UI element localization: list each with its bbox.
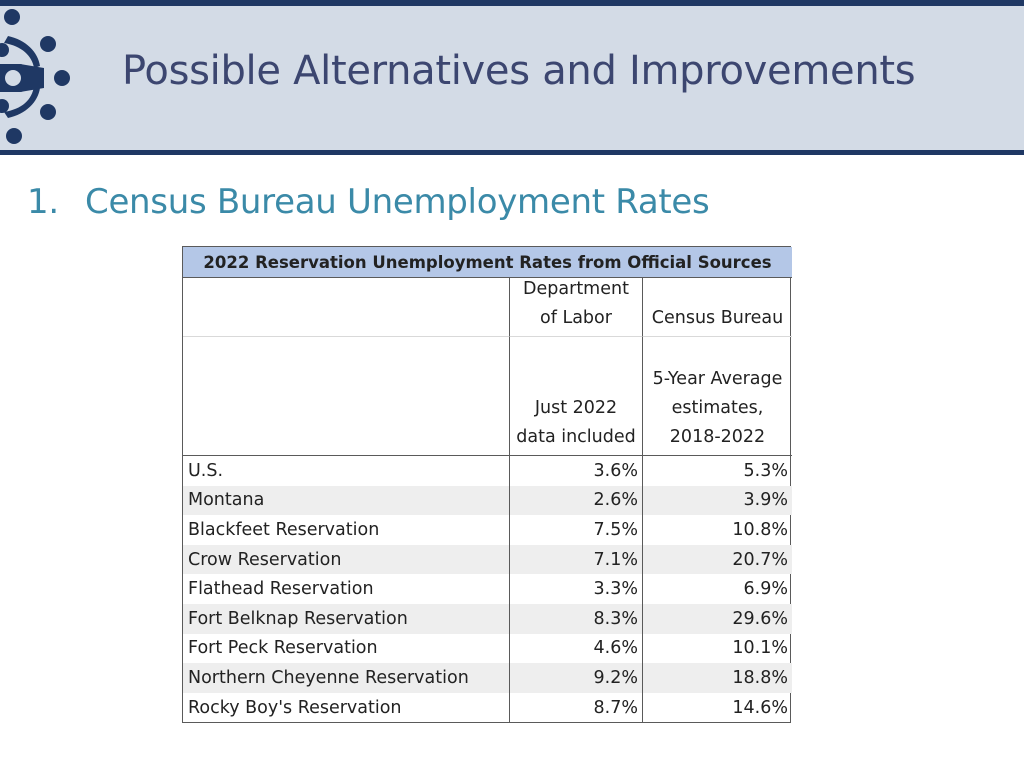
census-rate-cell: 14.6% xyxy=(732,697,788,718)
dol-subheader-line1: Just 2022 xyxy=(534,398,618,418)
census-column-header: Census Bureau xyxy=(643,278,792,337)
section-title: Census Bureau Unemployment Rates xyxy=(85,182,710,222)
census-rate-cell: 18.8% xyxy=(643,663,792,693)
census-header-line1: Census Bureau xyxy=(651,308,784,328)
dol-rate-cell: 3.3% xyxy=(510,574,643,604)
dol-rate-cell: 8.3% xyxy=(510,603,643,634)
header-rule xyxy=(0,150,1024,155)
dol-rate-cell: 7.5% xyxy=(510,515,643,545)
subheader-blank-cell xyxy=(183,337,510,456)
header-band xyxy=(0,6,1024,150)
dol-rate-cell: 9.2% xyxy=(510,663,643,693)
census-column-subheader: 5-Year Average estimates, 2018-2022 xyxy=(643,337,792,456)
dol-rate-cell: 3.6% xyxy=(510,456,643,486)
row-label: Flathead Reservation xyxy=(183,574,510,604)
organization-logo xyxy=(0,6,78,150)
dol-rate-cell: 4.6% xyxy=(510,633,643,664)
page-title: Possible Alternatives and Improvements xyxy=(122,48,916,94)
unemployment-table: 2022 Reservation Unemployment Rates from… xyxy=(182,246,792,724)
table-caption: 2022 Reservation Unemployment Rates from… xyxy=(183,247,792,278)
dol-column-header: Department of Labor xyxy=(510,278,643,337)
dol-rate-cell: 8.7% xyxy=(510,692,643,723)
dol-rate-cell: 7.1% xyxy=(510,544,643,575)
row-label: Fort Peck Reservation xyxy=(183,633,510,664)
census-rate-cell: 3.9% xyxy=(643,485,792,516)
row-label: U.S. xyxy=(183,456,510,486)
logo-graphic xyxy=(0,9,70,144)
census-subheader-line2: estimates, xyxy=(671,398,764,418)
census-rate-cell: 10.1% xyxy=(732,638,788,659)
dol-subheader-line2: data included xyxy=(516,427,636,447)
header-blank-cell xyxy=(183,278,510,337)
row-label: Fort Belknap Reservation xyxy=(183,603,510,634)
top-rule xyxy=(0,0,1024,6)
dol-header-line1: Department xyxy=(523,279,629,299)
census-subheader-line1: 5-Year Average xyxy=(652,369,783,389)
row-label: Northern Cheyenne Reservation xyxy=(183,663,510,693)
dol-header-line2: of Labor xyxy=(540,308,612,328)
dol-column-subheader: Just 2022 data included xyxy=(510,337,643,456)
row-label: Rocky Boy's Reservation xyxy=(183,692,510,723)
census-rate-cell: 10.8% xyxy=(732,519,788,540)
census-rate-cell: 6.9% xyxy=(743,579,788,600)
section-number: 1. xyxy=(27,182,59,222)
census-subheader-line3: 2018-2022 xyxy=(669,427,766,447)
section-heading: 1. Census Bureau Unemployment Rates xyxy=(27,182,710,222)
census-rate-cell: 29.6% xyxy=(643,603,792,634)
row-label: Blackfeet Reservation xyxy=(183,515,510,545)
census-rate-cell: 20.7% xyxy=(643,544,792,575)
dol-rate-cell: 2.6% xyxy=(510,485,643,516)
row-label: Montana xyxy=(183,485,510,516)
census-rate-cell: 5.3% xyxy=(743,460,788,481)
row-label: Crow Reservation xyxy=(183,544,510,575)
